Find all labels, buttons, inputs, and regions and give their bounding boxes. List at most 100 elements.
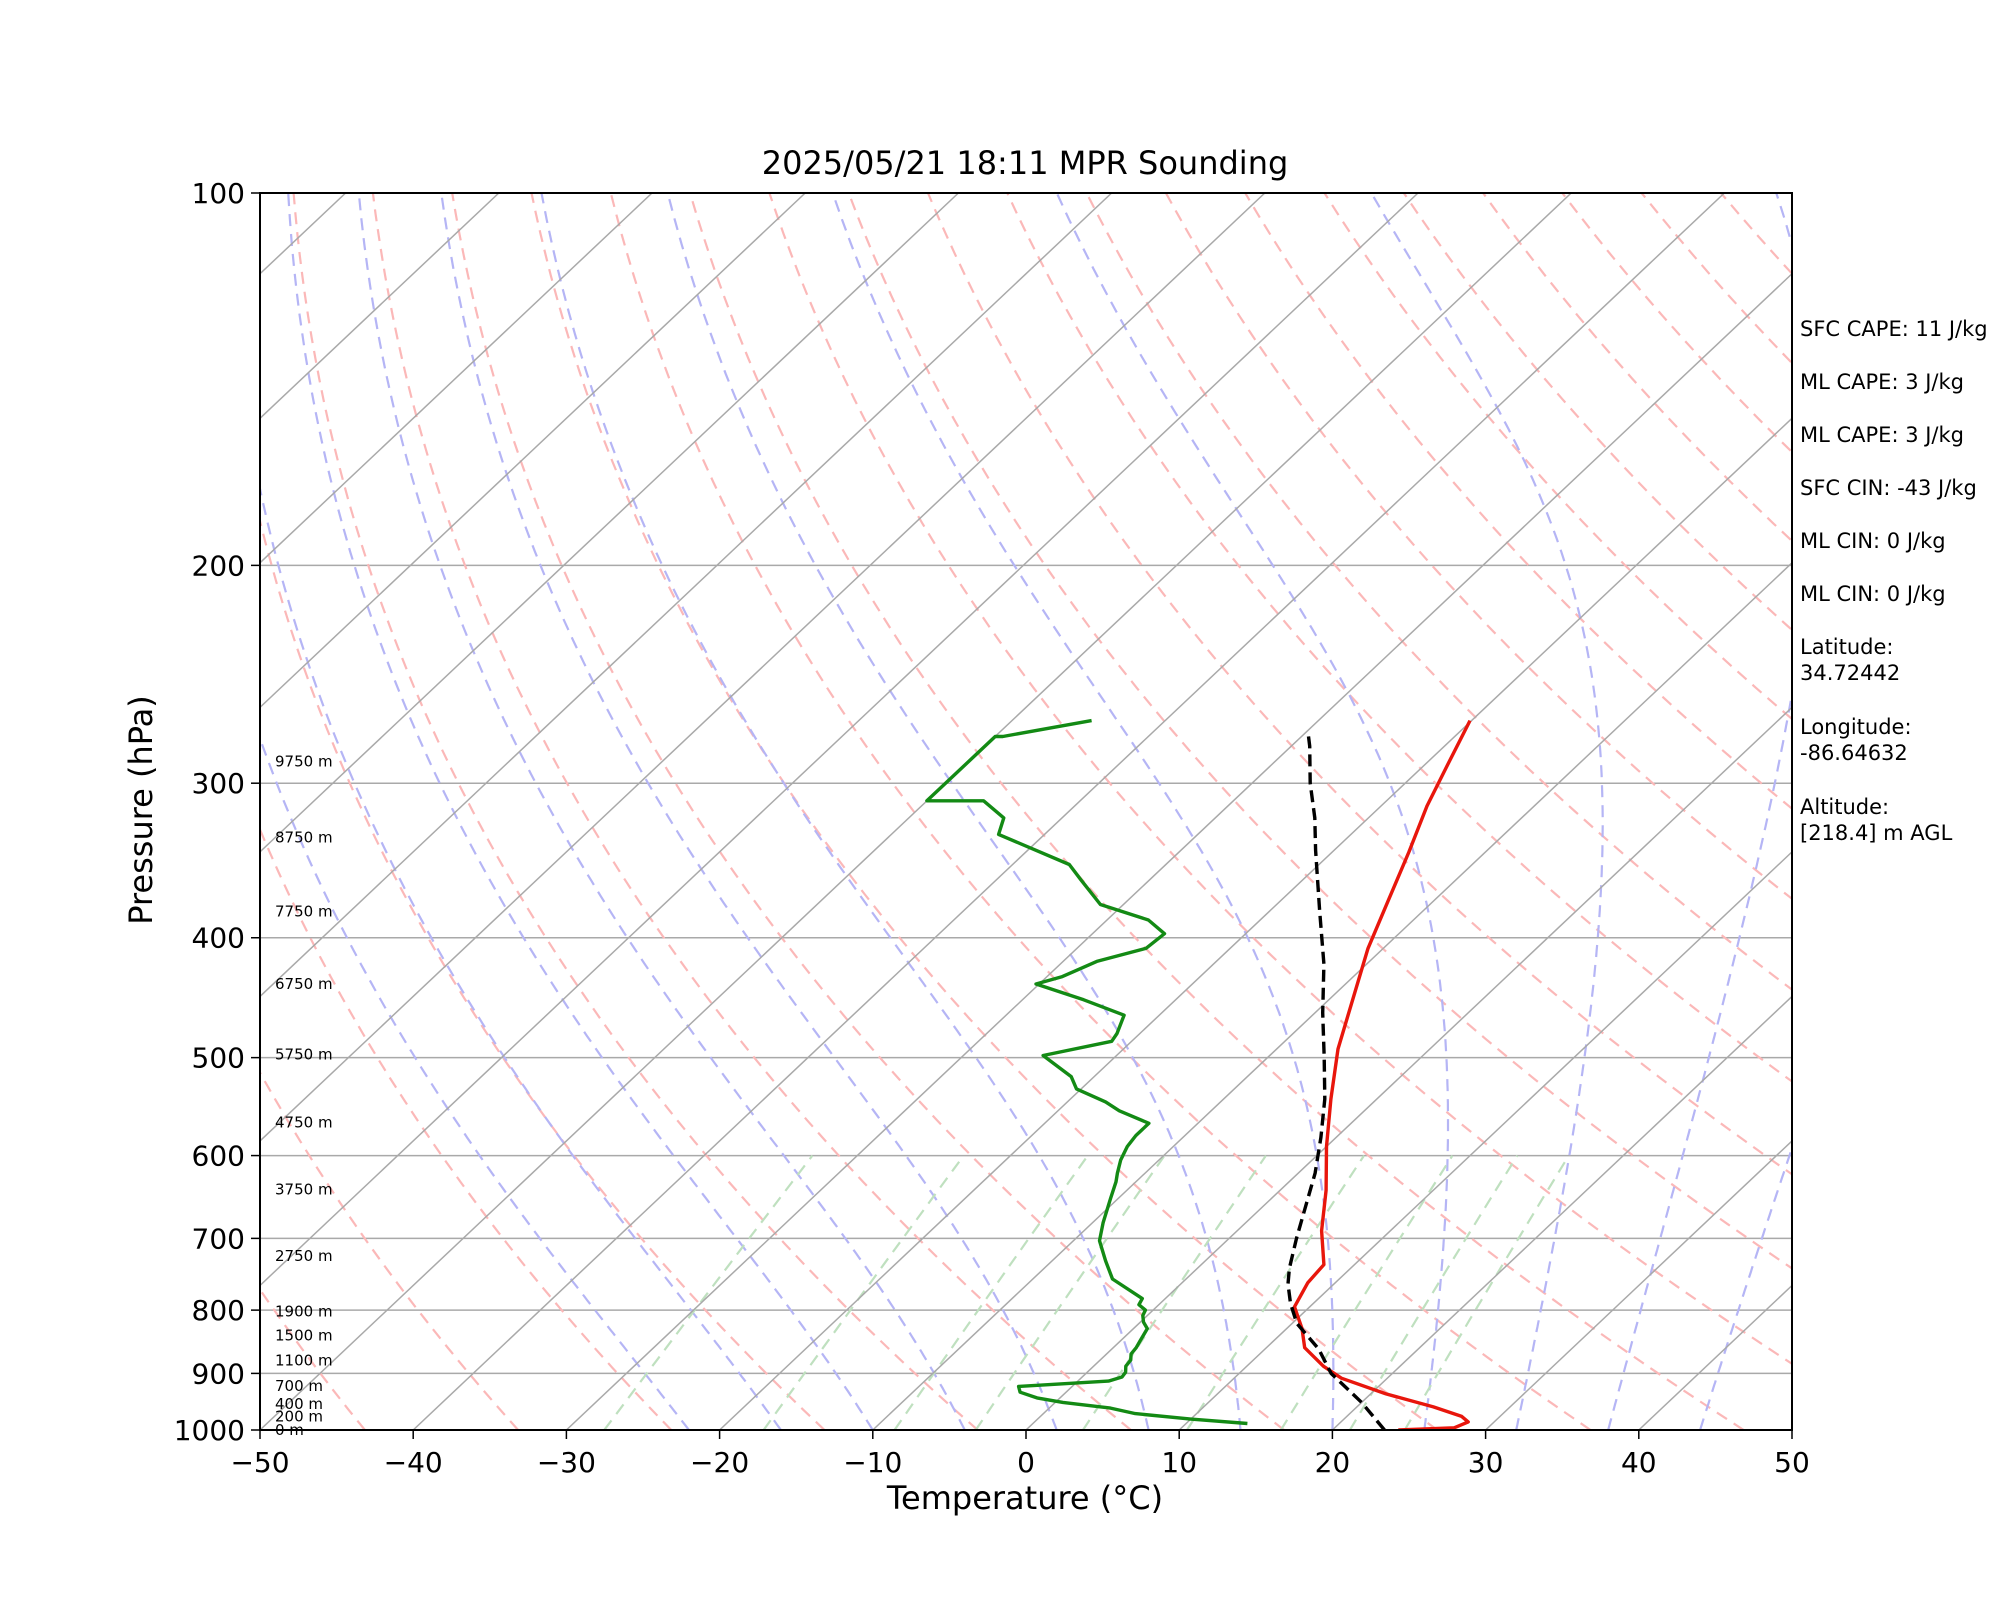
chart-title: 2025/05/21 18:11 MPR Sounding xyxy=(762,144,1289,182)
isotherm-line xyxy=(260,193,653,564)
dry-adiabat-line xyxy=(1323,193,1792,721)
height-label: 1900 m xyxy=(275,1302,333,1320)
moist-adiabat-line xyxy=(1370,193,1604,1430)
moist-adiabat-line xyxy=(287,193,874,1430)
dry-adiabat-line xyxy=(689,193,1745,1430)
moist-adiabat-line xyxy=(260,483,782,1430)
mixing-ratio-line xyxy=(603,1154,814,1430)
reference-lines xyxy=(0,193,1792,1430)
x-tick-label: 20 xyxy=(1315,1446,1351,1479)
altitude-value: [218.4] m AGL xyxy=(1800,821,1953,845)
latitude-value: 34.72442 xyxy=(1800,661,1901,685)
dry-adiabat-line xyxy=(371,193,1132,1430)
x-tick-label: −40 xyxy=(384,1446,443,1479)
height-label: 1500 m xyxy=(275,1327,333,1345)
isotherm-line xyxy=(412,193,1725,1430)
height-label: 700 m xyxy=(275,1377,323,1395)
altitude-block: Altitude: [218.4] m AGL xyxy=(1800,794,1996,874)
y-tick-label: 100 xyxy=(192,177,245,210)
dry-adiabat-line xyxy=(1006,193,1792,1083)
mixing-ratio-line xyxy=(1082,1154,1267,1430)
dewpoint-line xyxy=(925,718,1248,1426)
isotherm-line xyxy=(0,193,192,1430)
height-label: 7750 m xyxy=(275,903,333,921)
isotherm-line xyxy=(260,193,1572,1430)
longitude-label: Longitude: xyxy=(1800,715,1912,739)
y-tick-label: 500 xyxy=(192,1042,245,1075)
isotherm-line xyxy=(260,193,1266,1142)
dry-adiabat-line xyxy=(292,193,979,1430)
mixing-ratio-line xyxy=(762,1154,965,1430)
y-tick-label: 300 xyxy=(192,767,245,800)
moist-adiabat-line xyxy=(440,193,1058,1430)
moist-adiabat-line xyxy=(666,193,1242,1430)
isotherm-line xyxy=(260,193,1419,1287)
altitude-label: Altitude: xyxy=(1800,795,1890,819)
isotherm-line xyxy=(719,417,1792,1430)
ml-cape-text-2: ML CAPE: 3 J/kg xyxy=(1800,423,1965,447)
y-tick-label: 600 xyxy=(192,1140,245,1173)
y-tick-label: 700 xyxy=(192,1222,245,1255)
dry-adiabat-line xyxy=(530,193,1438,1430)
plot-frame xyxy=(259,192,1793,1431)
y-tick-label: 200 xyxy=(192,549,245,582)
height-label: 400 m xyxy=(275,1395,323,1413)
longitude-value: -86.64632 xyxy=(1800,741,1908,765)
dry-adiabat-line xyxy=(847,193,1792,1270)
dry-adiabat-line xyxy=(768,193,1792,1366)
mixing-ratio-line xyxy=(1279,1155,1454,1430)
x-tick-label: 0 xyxy=(1017,1446,1035,1479)
mixing-ratio-line xyxy=(893,1154,1089,1430)
temperature-line xyxy=(1292,719,1472,1430)
y-tick-label: 400 xyxy=(192,922,245,955)
sounding-traces xyxy=(925,718,1472,1430)
height-label: 1100 m xyxy=(275,1352,333,1370)
height-label: 8750 m xyxy=(275,829,333,847)
x-tick-label: 50 xyxy=(1774,1446,1810,1479)
height-label: 2750 m xyxy=(275,1247,333,1265)
dry-adiabat-line xyxy=(260,1070,519,1430)
latitude-block: Latitude: 34.72442 xyxy=(1800,634,1996,714)
y-tick-label: 1000 xyxy=(174,1414,245,1447)
moist-adiabat-line xyxy=(1699,1144,1792,1430)
height-label: 9750 m xyxy=(275,752,333,770)
latitude-label: Latitude: xyxy=(1800,635,1894,659)
x-tick-label: −50 xyxy=(230,1446,289,1479)
moist-adiabat-line xyxy=(831,193,1335,1430)
height-label: 5750 m xyxy=(275,1045,333,1063)
dry-adiabat-line xyxy=(1085,193,1792,991)
x-tick-label: 10 xyxy=(1161,1446,1197,1479)
mixing-ratio-line xyxy=(1186,1154,1365,1430)
ml-cape-text: ML CAPE: 3 J/kg xyxy=(1800,370,1965,394)
parcel-line xyxy=(1286,730,1386,1430)
isotherm-line xyxy=(1178,850,1792,1430)
height-label: 3750 m xyxy=(275,1180,333,1198)
moist-adiabat-line xyxy=(1055,193,1450,1430)
isotherm-line xyxy=(1025,706,1792,1430)
dry-adiabat-line xyxy=(451,193,1285,1430)
height-label: 4750 m xyxy=(275,1113,333,1131)
y-axis-label: Pressure (hPa) xyxy=(122,695,160,925)
isotherm-line xyxy=(1331,995,1792,1430)
sfc-cape-text: SFC CAPE: 11 J/kg xyxy=(1800,317,1988,341)
y-tick-label: 900 xyxy=(192,1357,245,1390)
x-tick-label: −30 xyxy=(537,1446,596,1479)
isotherm-line xyxy=(565,272,1792,1430)
x-tick-label: −20 xyxy=(690,1446,749,1479)
longitude-block: Longitude: -86.64632 xyxy=(1800,714,1996,794)
isotherm-line xyxy=(260,193,959,853)
isotherm-line xyxy=(0,193,39,1430)
dry-adiabat-line xyxy=(1402,193,1792,632)
isotherm-line xyxy=(260,193,500,420)
isotherm-line xyxy=(260,193,1113,998)
height-label: 6750 m xyxy=(275,975,333,993)
sfc-cin-text: SFC CIN: -43 J/kg xyxy=(1800,476,1977,500)
isotherm-line xyxy=(260,193,347,275)
moist-adiabat-line xyxy=(540,193,1150,1430)
x-tick-label: 40 xyxy=(1621,1446,1657,1479)
sounding-stats-panel: SFC CAPE: 11 J/kg ML CAPE: 3 J/kg ML CAP… xyxy=(1800,316,1996,874)
mixing-ratio-line xyxy=(1403,1155,1570,1430)
dry-adiabat-line xyxy=(1164,193,1792,901)
isotherm-line xyxy=(260,193,806,709)
